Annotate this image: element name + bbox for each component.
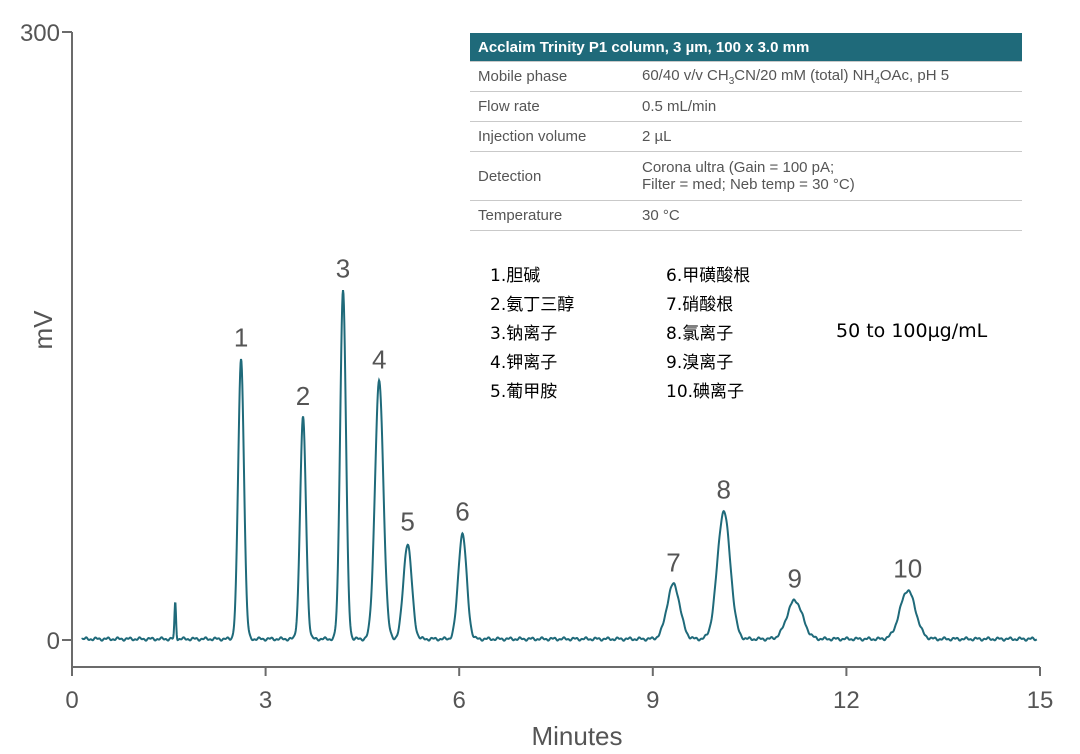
legend-item: 10.碘离子	[666, 382, 745, 402]
detection-label: Detection	[470, 151, 634, 201]
peak-label: 2	[296, 381, 310, 411]
peak-label: 1	[234, 322, 248, 352]
x-tick-label: 9	[646, 687, 659, 714]
legend-item: 9.溴离子	[666, 353, 734, 373]
x-tick-label: 12	[833, 687, 860, 714]
conditions-header-row: Acclaim Trinity P1 column, 3 µm, 100 x 3…	[470, 33, 1022, 62]
peak-label: 8	[717, 474, 731, 504]
mobile-phase-label: Mobile phase	[470, 61, 634, 92]
legend-item: 6.甲磺酸根	[666, 266, 751, 286]
peak-label: 7	[666, 547, 680, 577]
legend-item: 5.葡甲胺	[490, 382, 558, 402]
legend-item: 4.钾离子	[490, 353, 558, 373]
conditions-row: Detection Corona ultra (Gain = 100 pA; Fi…	[470, 151, 1022, 201]
conditions-table: Acclaim Trinity P1 column, 3 µm, 100 x 3…	[470, 33, 1022, 231]
compound-legend-right: 6.甲磺酸根 7.硝酸根 8.氯离子 9.溴离子 10.碘离子	[666, 262, 750, 407]
x-tick-label: 0	[65, 687, 78, 714]
mobile-phase-subscript: 4	[874, 75, 880, 87]
x-axis-title: Minutes	[531, 721, 622, 751]
legend-item: 3.钠离子	[490, 324, 558, 344]
flow-rate-label: Flow rate	[470, 91, 634, 122]
peak-label: 5	[400, 507, 414, 537]
peak-label: 3	[336, 253, 350, 283]
mobile-phase-value: 60/40 v/v CH3CN/20 mM (total) NH4OAc, pH…	[634, 61, 1022, 92]
injection-volume-label: Injection volume	[470, 121, 634, 152]
compound-legend-left: 1.胆碱 2.氨丁三醇 3.钠离子 4.钾离子 5.葡甲胺	[490, 262, 574, 407]
peak-label: 9	[788, 563, 802, 593]
conditions-row: Flow rate 0.5 mL/min	[470, 91, 1022, 122]
mobile-phase-subscript: 3	[728, 75, 735, 87]
mobile-phase-part: 60/40 v/v CH	[642, 66, 729, 84]
temperature-value: 30 °C	[634, 200, 1022, 231]
legend-item: 2.氨丁三醇	[490, 295, 575, 315]
chromatogram-trace	[81, 290, 1038, 642]
x-tick-label: 6	[453, 687, 466, 714]
legend-item: 7.硝酸根	[666, 295, 734, 315]
peak-labels: 1 2 3 4 5 6 7 8 9 10	[234, 253, 922, 593]
conditions-row: Injection volume 2 µL	[470, 121, 1022, 152]
conditions-row: Temperature 30 °C	[470, 200, 1022, 231]
peak-label: 10	[893, 553, 922, 583]
mobile-phase-part: OAc, pH 5	[879, 66, 950, 84]
x-tick-label: 15	[1027, 687, 1054, 714]
peak-label: 4	[372, 345, 386, 375]
detection-line: Filter = med; Neb temp = 30 °C)	[642, 176, 855, 193]
y-tick-label: 0	[47, 628, 60, 655]
y-tick-label: 300	[20, 20, 60, 47]
legend-item: 1.胆碱	[490, 266, 541, 286]
concentration-note: 50 to 100µg/mL	[836, 320, 988, 342]
conditions-row: Mobile phase 60/40 v/v CH3CN/20 mM (tota…	[470, 61, 1022, 92]
conditions-title: Acclaim Trinity P1 column, 3 µm, 100 x 3…	[470, 33, 1022, 62]
injection-volume-value: 2 µL	[634, 121, 1022, 152]
legend-item: 8.氯离子	[666, 324, 734, 344]
peak-label: 6	[455, 497, 469, 527]
mobile-phase-part: CN/20 mM (total) NH	[734, 66, 875, 84]
axes	[71, 32, 1040, 668]
temperature-label: Temperature	[470, 200, 634, 231]
flow-rate-value: 0.5 mL/min	[634, 91, 1022, 122]
y-axis-title: mV	[28, 310, 58, 350]
detection-value: Corona ultra (Gain = 100 pA; Filter = med…	[634, 151, 1022, 201]
detection-line: Corona ultra (Gain = 100 pA;	[642, 159, 835, 176]
x-tick-label: 3	[259, 687, 272, 714]
